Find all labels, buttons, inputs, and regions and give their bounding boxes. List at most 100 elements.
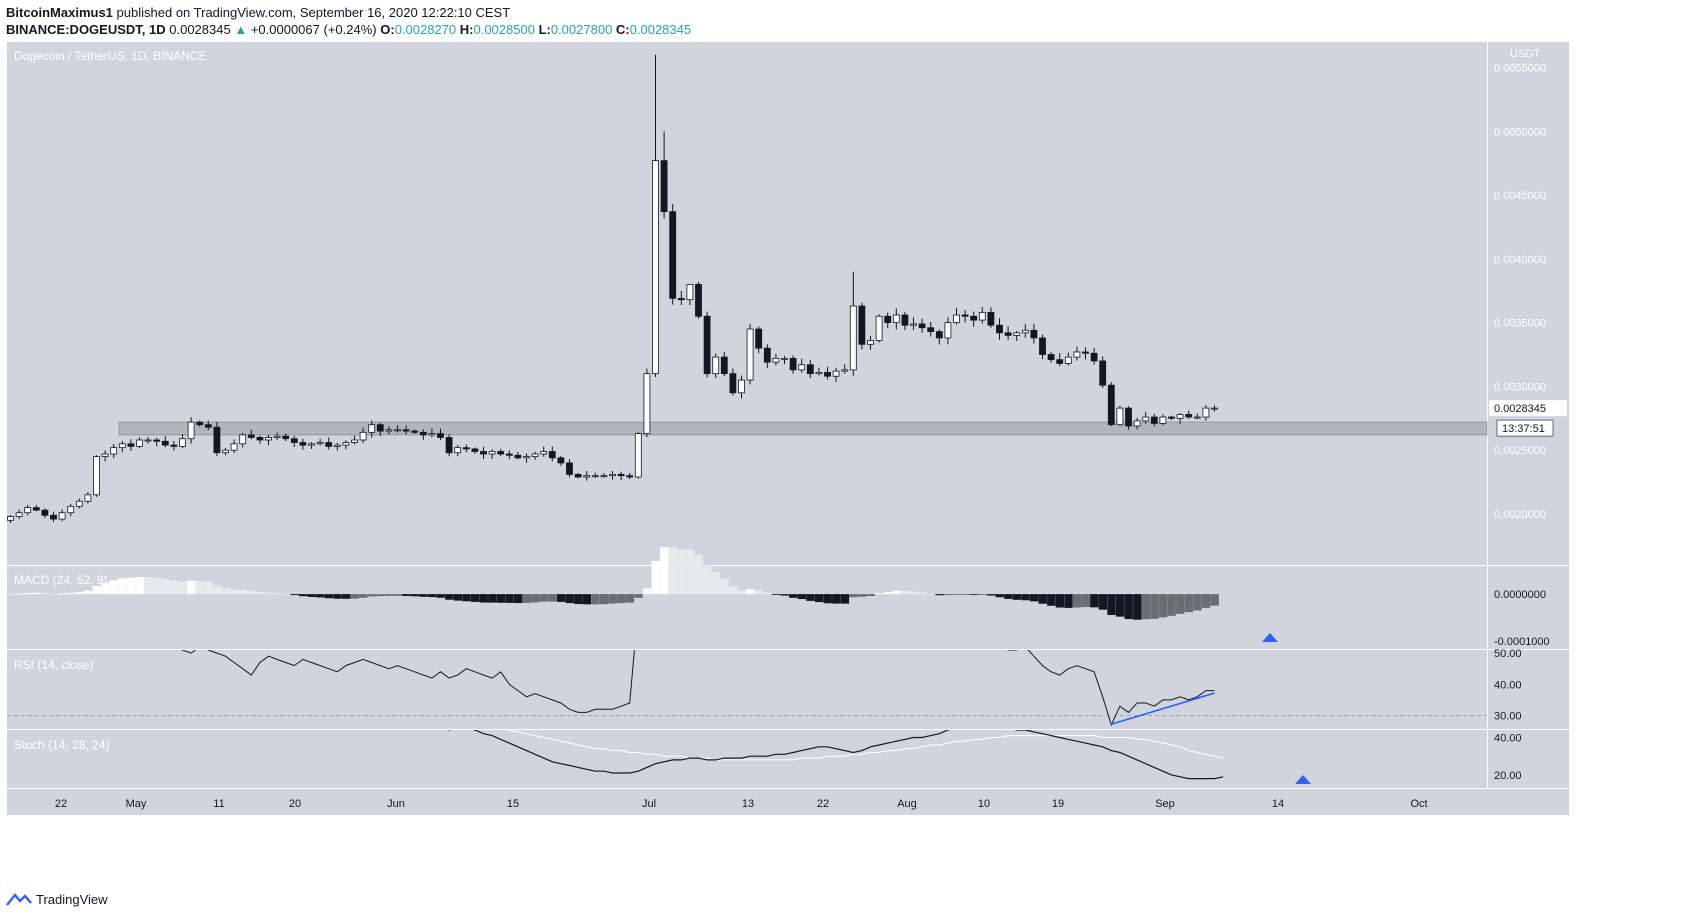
candle-up[interactable] bbox=[179, 438, 186, 447]
candle-up[interactable] bbox=[1202, 407, 1210, 418]
candle-up[interactable] bbox=[93, 456, 100, 496]
candle-down[interactable] bbox=[514, 454, 522, 459]
candle-down[interactable] bbox=[161, 440, 169, 446]
candle-down[interactable] bbox=[402, 429, 410, 432]
candle-down[interactable] bbox=[617, 474, 625, 477]
candle-up[interactable] bbox=[686, 283, 694, 301]
candle-down[interactable] bbox=[970, 315, 978, 321]
candle-up[interactable] bbox=[798, 364, 806, 371]
candle-down[interactable] bbox=[574, 474, 582, 478]
candle-down[interactable] bbox=[1039, 337, 1046, 355]
candle-up[interactable] bbox=[1159, 416, 1167, 424]
candle-down[interactable] bbox=[376, 424, 384, 432]
candle-down[interactable] bbox=[445, 437, 453, 454]
candle-up[interactable] bbox=[591, 475, 599, 478]
candle-up[interactable] bbox=[910, 323, 917, 326]
candle-down[interactable] bbox=[127, 443, 135, 447]
candle-up[interactable] bbox=[875, 315, 883, 341]
candle-down[interactable] bbox=[927, 327, 935, 332]
candle-up[interactable] bbox=[643, 373, 651, 435]
candle-up[interactable] bbox=[523, 456, 530, 459]
candle-down[interactable] bbox=[247, 434, 255, 438]
candle-up[interactable] bbox=[230, 443, 238, 451]
candle-down[interactable] bbox=[677, 297, 685, 301]
candle-up[interactable] bbox=[1133, 420, 1141, 427]
candle-down[interactable] bbox=[1030, 329, 1038, 339]
candle-up[interactable] bbox=[368, 424, 376, 433]
candle-up[interactable] bbox=[1142, 416, 1150, 422]
candle-up[interactable] bbox=[746, 328, 754, 381]
candle-up[interactable] bbox=[944, 322, 952, 339]
candle-down[interactable] bbox=[196, 421, 204, 426]
candle-down[interactable] bbox=[299, 442, 307, 446]
candle-down[interactable] bbox=[204, 424, 212, 428]
candle-down[interactable] bbox=[566, 462, 573, 475]
candle-up[interactable] bbox=[273, 435, 281, 438]
candle-up[interactable] bbox=[531, 453, 539, 457]
candle-up[interactable] bbox=[712, 356, 720, 375]
candle-down[interactable] bbox=[806, 364, 814, 375]
candle-up[interactable] bbox=[832, 370, 840, 377]
candle-up[interactable] bbox=[781, 357, 788, 360]
author-name[interactable]: BitcoinMaximus1 bbox=[6, 5, 113, 20]
candle-up[interactable] bbox=[67, 505, 75, 514]
candle-down[interactable] bbox=[505, 453, 513, 456]
candle-up[interactable] bbox=[316, 442, 324, 445]
candle-down[interactable] bbox=[858, 305, 866, 345]
candle-down[interactable] bbox=[1168, 416, 1175, 419]
candle-down[interactable] bbox=[987, 312, 995, 326]
candle-up[interactable] bbox=[15, 512, 23, 517]
candle-down[interactable] bbox=[1125, 407, 1132, 427]
candle-down[interactable] bbox=[325, 442, 333, 447]
candle-down[interactable] bbox=[720, 356, 728, 375]
candle-up[interactable] bbox=[841, 369, 849, 372]
candle-down[interactable] bbox=[1185, 414, 1193, 418]
candle-down[interactable] bbox=[918, 323, 926, 329]
candle-down[interactable] bbox=[695, 283, 702, 317]
candle-up[interactable] bbox=[118, 443, 126, 449]
candle-down[interactable] bbox=[437, 433, 444, 438]
candle-down[interactable] bbox=[1150, 416, 1158, 424]
candle-up[interactable] bbox=[772, 357, 780, 363]
candle-down[interactable] bbox=[1056, 359, 1064, 364]
candle-up[interactable] bbox=[609, 474, 616, 477]
candle-up[interactable] bbox=[101, 453, 109, 457]
candle-down[interactable] bbox=[1107, 384, 1115, 426]
candle-down[interactable] bbox=[824, 371, 831, 377]
candle-down[interactable] bbox=[32, 507, 40, 511]
candle-down[interactable] bbox=[996, 324, 1003, 334]
candle-up[interactable] bbox=[308, 443, 315, 446]
candle-up[interactable] bbox=[815, 371, 823, 375]
candle-up[interactable] bbox=[24, 507, 32, 514]
candle-down[interactable] bbox=[548, 451, 556, 459]
candle-down[interactable] bbox=[41, 509, 49, 516]
candle-down[interactable] bbox=[557, 457, 565, 464]
candle-down[interactable] bbox=[290, 438, 298, 443]
candle-up[interactable] bbox=[75, 500, 83, 507]
candle-down[interactable] bbox=[660, 160, 668, 213]
candle-down[interactable] bbox=[763, 347, 771, 363]
candle-up[interactable] bbox=[1013, 332, 1021, 336]
candle-up[interactable] bbox=[359, 431, 367, 441]
candle-up[interactable] bbox=[1176, 414, 1184, 419]
candle-down[interactable] bbox=[497, 451, 505, 455]
candle-up[interactable] bbox=[600, 475, 608, 478]
candle-down[interactable] bbox=[462, 447, 470, 450]
candle-up[interactable] bbox=[583, 475, 591, 478]
candle-down[interactable] bbox=[1004, 332, 1012, 336]
candle-up[interactable] bbox=[738, 379, 745, 394]
candle-up[interactable] bbox=[187, 421, 195, 440]
candle-up[interactable] bbox=[540, 451, 548, 455]
candle-up[interactable] bbox=[84, 494, 92, 502]
candle-up[interactable] bbox=[385, 429, 393, 432]
candle-up[interactable] bbox=[634, 433, 642, 478]
candle-up[interactable] bbox=[953, 314, 960, 324]
candle-down[interactable] bbox=[1099, 360, 1107, 386]
candle-up[interactable] bbox=[394, 429, 401, 432]
candle-down[interactable] bbox=[884, 315, 892, 324]
candle-down[interactable] bbox=[170, 444, 178, 447]
candle-up[interactable] bbox=[488, 451, 496, 455]
candle-down[interactable] bbox=[961, 314, 969, 317]
candle-down[interactable] bbox=[669, 211, 677, 299]
